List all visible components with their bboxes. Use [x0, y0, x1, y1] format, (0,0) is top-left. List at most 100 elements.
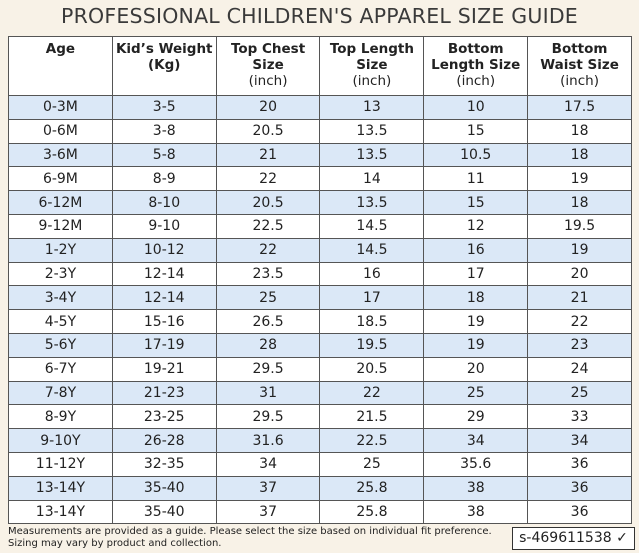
table-row: 9-10Y 26-28 31.6 22.5 34 34 [8, 428, 632, 453]
table-cell: 23-25 [111, 404, 217, 430]
table-cell: 20.5 [319, 356, 425, 382]
table-cell: 20.5 [215, 190, 321, 215]
table-cell: 6-9M [8, 166, 113, 192]
column-header: Kid’s Weight (Kg) [111, 36, 217, 96]
table-cell: 0-6M [8, 118, 113, 144]
table-cell: 24 [527, 356, 632, 382]
table-cell: 28 [215, 332, 321, 358]
table-cell: 29.5 [215, 356, 321, 382]
footer-note: Measurements are provided as a guide. Pl… [8, 526, 492, 549]
column-unit: (inch) [352, 73, 392, 89]
table-cell: 0-3M [8, 95, 113, 120]
table-cell: 9-10Y [8, 428, 113, 453]
table-cell: 23 [527, 332, 632, 358]
column-title: Kid’s Weight (Kg) [115, 41, 213, 73]
table-cell: 36 [527, 451, 632, 477]
table-cell: 12-14 [111, 285, 217, 311]
table-cell: 25.8 [319, 499, 425, 525]
table-cell: 17.5 [527, 95, 632, 120]
table-cell: 21.5 [319, 404, 425, 430]
table-cell: 6-12M [8, 190, 113, 215]
table-cell: 18.5 [319, 309, 425, 334]
table-cell: 36 [527, 475, 632, 501]
table-cell: 34 [527, 428, 632, 453]
table-row: 6-7Y 19-21 29.5 20.5 20 24 [8, 356, 632, 382]
table-cell: 13.5 [319, 118, 425, 144]
table-row: 6-9M 8-9 22 14 11 19 [8, 166, 632, 192]
table-cell: 19-21 [111, 356, 217, 382]
column-unit: (inch) [560, 73, 599, 89]
table-cell: 31 [215, 380, 321, 406]
table-cell: 32-35 [111, 451, 217, 477]
column-unit: (inch) [456, 73, 496, 89]
table-cell: 18 [527, 142, 632, 168]
header-row: Age Kid’s Weight (Kg) Top Chest Size (inch)… [8, 36, 632, 96]
table-row: 1-2Y 10-12 22 14.5 16 19 [8, 237, 632, 263]
table-cell: 20.5 [215, 118, 321, 144]
table-cell: 17 [423, 261, 529, 287]
column-title: Age [45, 41, 76, 57]
table-cell: 14 [319, 166, 425, 192]
table-cell: 5-6Y [8, 332, 113, 358]
table-cell: 35-40 [111, 475, 217, 501]
table-cell: 13 [319, 95, 425, 120]
table-cell: 37 [215, 475, 321, 501]
table-cell: 14.5 [319, 237, 425, 263]
table-cell: 13.5 [319, 142, 425, 168]
table-cell: 12-14 [111, 261, 217, 287]
column-header: Top Chest Size (inch) [215, 36, 321, 96]
table-cell: 18 [527, 190, 632, 215]
table-cell: 26-28 [111, 428, 217, 453]
table-row: 9-12M 9-10 22.5 14.5 12 19.5 [8, 213, 632, 239]
table-cell: 25 [423, 380, 529, 406]
table-cell: 6-7Y [8, 356, 113, 382]
column-title: Bottom Length Size [431, 41, 521, 73]
table-cell: 20 [527, 261, 632, 287]
table-cell: 8-9 [111, 166, 217, 192]
table-row: 0-3M 3-5 20 13 10 17.5 [8, 95, 632, 120]
table-cell: 19 [423, 332, 529, 358]
table-row: 5-6Y 17-19 28 19.5 19 23 [8, 332, 632, 358]
table-cell: 21 [527, 285, 632, 311]
table-cell: 14.5 [319, 213, 425, 239]
table-cell: 17-19 [111, 332, 217, 358]
table-cell: 15 [423, 190, 529, 215]
table-cell: 18 [527, 118, 632, 144]
table-cell: 34 [423, 428, 529, 453]
table-cell: 35.6 [423, 451, 529, 477]
table-row: 11-12Y 32-35 34 25 35.6 36 [8, 451, 632, 477]
table-cell: 22 [319, 380, 425, 406]
table-cell: 38 [423, 499, 529, 525]
table-row: 7-8Y 21-23 31 22 25 25 [8, 380, 632, 406]
table-cell: 18 [423, 285, 529, 311]
table-cell: 17 [319, 285, 425, 311]
table-cell: 19 [527, 237, 632, 263]
table-cell: 9-10 [111, 213, 217, 239]
table-cell: 34 [215, 451, 321, 477]
table-cell: 15-16 [111, 309, 217, 334]
table-cell: 21-23 [111, 380, 217, 406]
column-title: Bottom Waist Size [540, 41, 619, 73]
table-cell: 5-8 [111, 142, 217, 168]
table-cell: 2-3Y [8, 261, 113, 287]
table-cell: 29 [423, 404, 529, 430]
column-header: Top Length Size (inch) [319, 36, 425, 96]
table-cell: 3-8 [111, 118, 217, 144]
table-cell: 36 [527, 499, 632, 525]
table-cell: 11-12Y [8, 451, 113, 477]
table-cell: 8-10 [111, 190, 217, 215]
table-cell: 25 [527, 380, 632, 406]
title: PROFESSIONAL CHILDREN'S APPAREL SIZE GUI… [61, 4, 578, 28]
table-cell: 22.5 [215, 213, 321, 239]
column-unit: (inch) [248, 73, 288, 89]
table-cell: 3-4Y [8, 285, 113, 311]
table-cell: 20 [423, 356, 529, 382]
table-cell: 19.5 [319, 332, 425, 358]
table-cell: 38 [423, 475, 529, 501]
table-cell: 29.5 [215, 404, 321, 430]
table-row: 13-14Y 35-40 37 25.8 38 36 [8, 475, 632, 501]
table-row: 3-4Y 12-14 25 17 18 21 [8, 285, 632, 311]
table-cell: 10-12 [111, 237, 217, 263]
table-cell: 31.6 [215, 428, 321, 453]
